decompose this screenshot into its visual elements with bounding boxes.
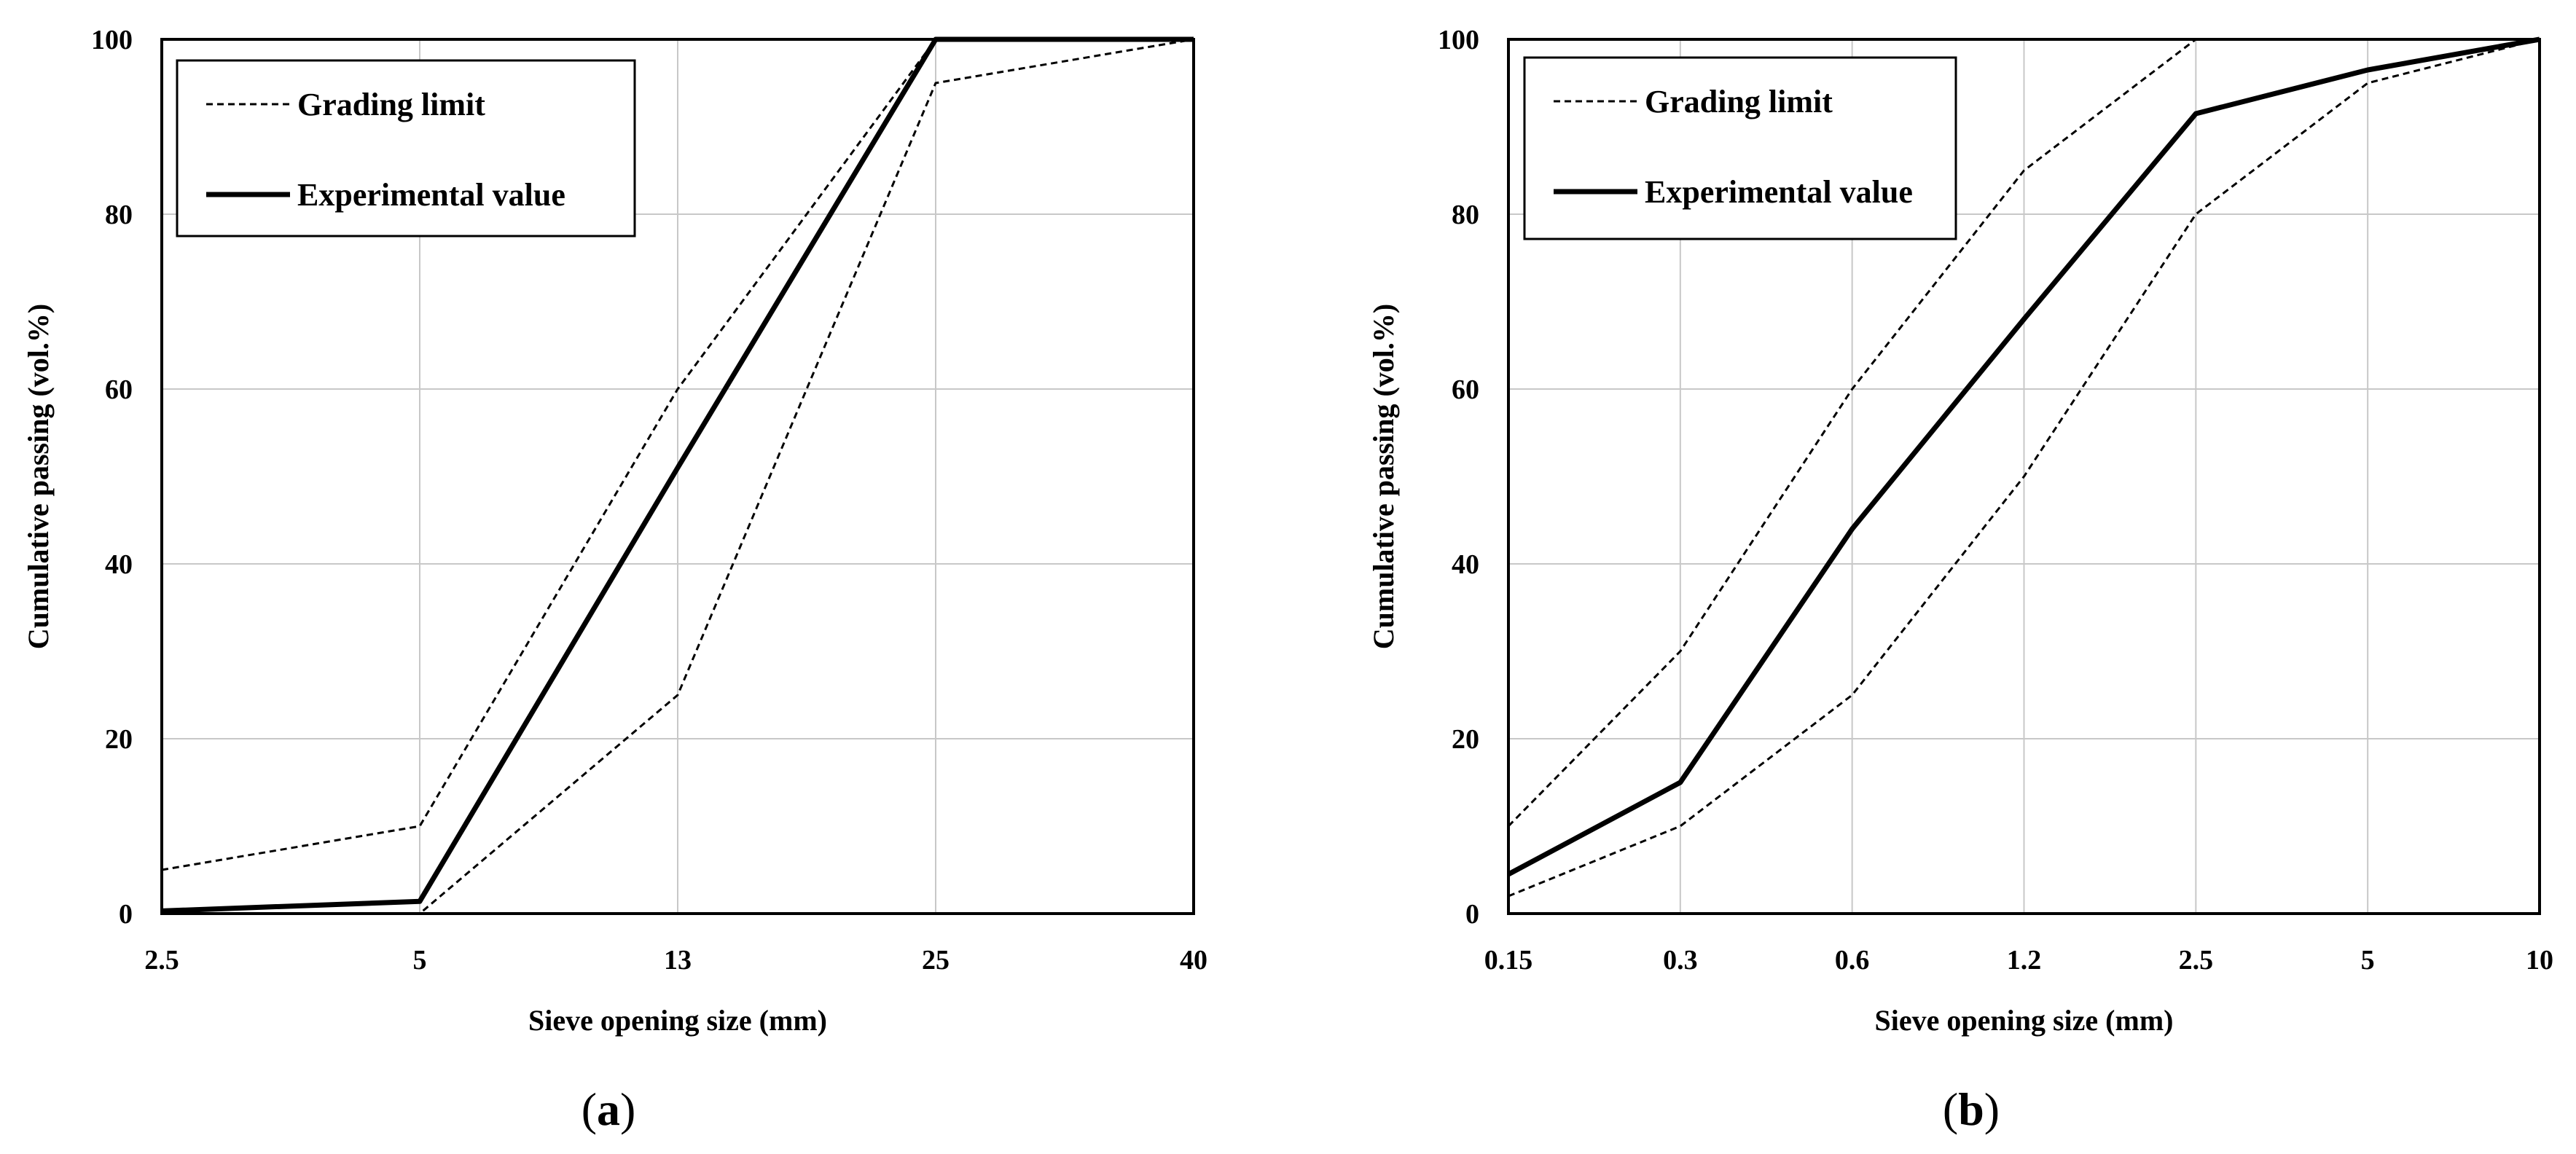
x-tick-label: 5 [2361,945,2375,976]
x-axis-title: Sieve opening size (mm) [528,1004,827,1037]
y-axis-title: Cumulative passing (vol.%) [1367,304,1400,650]
x-tick-label: 0.15 [1484,945,1533,976]
y-tick-label: 40 [105,549,133,580]
x-tick-label: 5 [413,945,427,976]
legend-label: Experimental value [297,177,565,213]
panel-label-paren: ) [620,1083,635,1135]
series-line-grading-limit [1507,38,2540,828]
y-tick-label: 80 [105,200,133,230]
y-tick-label: 20 [1452,724,1479,755]
y-tick-label: 0 [119,899,133,930]
plot-frame [1507,38,2541,915]
y-tick-label: 40 [1452,549,1479,580]
x-tick-label: 0.3 [1663,945,1698,976]
panel-label: (a) [582,1083,636,1135]
x-tick-label: 1.2 [2007,945,2042,976]
x-tick-label: 40 [1180,945,1207,976]
legend-box [176,59,636,238]
panel-label-paren: ( [582,1083,597,1135]
legend-label: Grading limit [297,87,485,122]
chart-b: 0 20 40 60 80 100 0.15 0.3 0.6 1.2 2.5 5 10 Sieve ope… [1367,25,2553,1135]
plot-frame [160,38,1195,915]
panel-label-letter: b [1958,1083,1984,1135]
y-tick-label: 0 [1465,899,1479,930]
y-tick-label: 60 [1452,374,1479,405]
series-line-experimental-value [1507,36,2540,877]
x-tick-label: 13 [664,945,692,976]
legend-label: Grading limit [1645,84,1833,119]
legend-box [1523,56,1957,240]
y-tick-label: 80 [1452,200,1479,230]
x-tick-label: 0.6 [1835,945,1870,976]
chart-a: 0 20 40 60 80 100 2.5 5 13 25 40 Sieve opening size… [22,25,1207,1135]
y-tick-label: 100 [1438,25,1479,55]
panel-label-paren: ) [1984,1083,2000,1135]
y-tick-label: 20 [105,724,133,755]
y-tick-label: 60 [105,374,133,405]
x-tick-label: 2.5 [2179,945,2214,976]
y-tick-label: 100 [91,25,133,55]
series-line-experimental-value [161,36,1194,914]
panel-label-paren: ( [1943,1083,1958,1135]
x-tick-label: 2.5 [144,945,179,976]
x-axis-title: Sieve opening size (mm) [1875,1004,2174,1037]
x-tick-label: 10 [2526,945,2553,976]
legend-label: Experimental value [1645,174,1913,210]
panel-label: (b) [1943,1083,2000,1135]
x-tick-label: 25 [922,945,950,976]
series-line-grading-limit [162,38,1194,915]
panel-label-letter: a [597,1083,620,1135]
y-axis-title: Cumulative passing (vol.%) [22,304,55,650]
series-line-grading-limit [1508,38,2540,898]
